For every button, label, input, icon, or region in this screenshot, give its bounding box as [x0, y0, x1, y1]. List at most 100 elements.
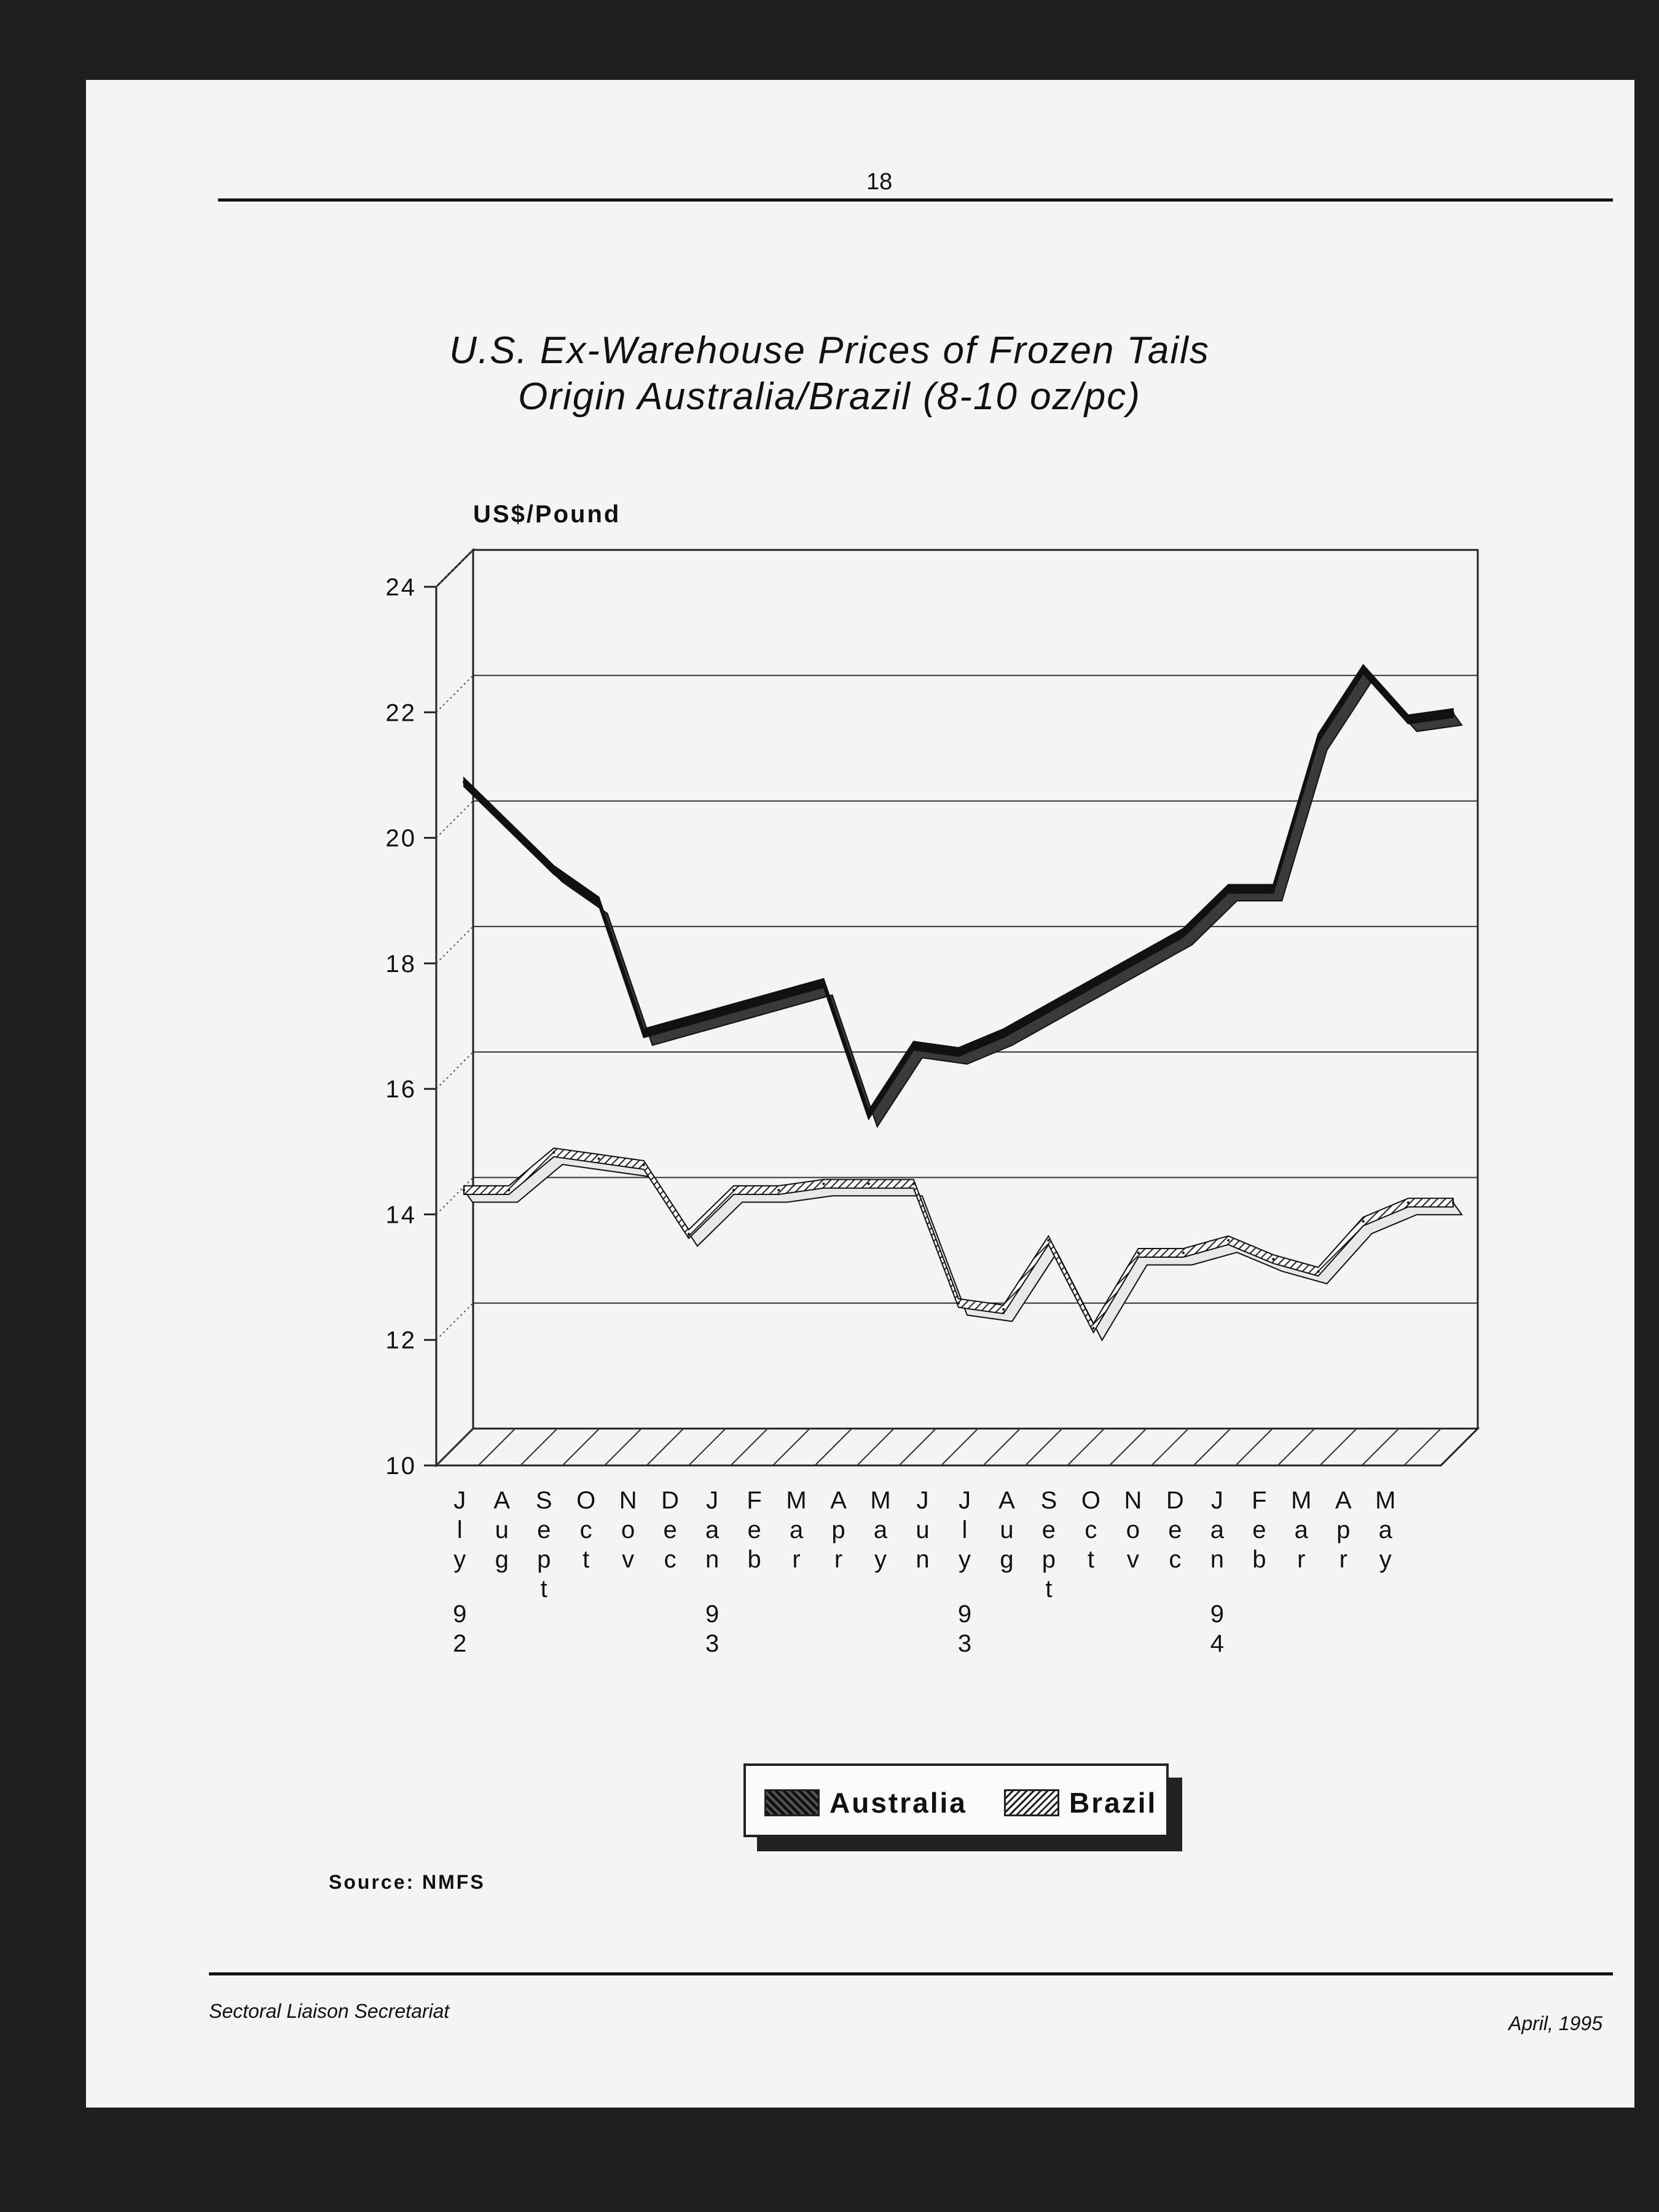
- y-axis-label: US$/Pound: [473, 501, 621, 528]
- x-tick-label-13: Aug: [998, 1487, 1015, 1573]
- floor-hatch: [604, 1428, 642, 1466]
- brazil-point: [1227, 1239, 1230, 1242]
- x-tick-letter: e: [1168, 1516, 1182, 1543]
- floor-hatch: [772, 1428, 810, 1466]
- x-tick-label-7: Feb: [747, 1487, 761, 1573]
- brazil-point: [463, 1188, 465, 1191]
- x-tick-letter: F: [747, 1487, 761, 1514]
- wall-gridline: [436, 1177, 474, 1215]
- y-tick-label: 24: [386, 574, 417, 601]
- x-tick-letter: e: [747, 1516, 761, 1543]
- australia-point: [687, 1019, 690, 1022]
- x-tick-letter: t: [1045, 1575, 1052, 1602]
- x-tick-letter: n: [705, 1546, 719, 1573]
- floor-hatch: [520, 1428, 558, 1466]
- x-tick-letter: p: [1042, 1546, 1056, 1573]
- australia-point: [1406, 718, 1410, 721]
- floor-hatch: [982, 1428, 1021, 1466]
- brazil-point: [777, 1188, 780, 1191]
- y-tick-label: 18: [386, 951, 417, 978]
- x-tick-letter: J: [1211, 1487, 1223, 1514]
- x-tick-letter: b: [1252, 1546, 1266, 1573]
- y-tick-label: 20: [386, 825, 417, 852]
- x-tick-letter: u: [1000, 1516, 1013, 1543]
- brazil-point: [508, 1188, 511, 1191]
- x-tick-letter: l: [457, 1516, 463, 1543]
- australia-point: [597, 900, 600, 903]
- brazil-swatch: [1004, 1789, 1059, 1816]
- x-tick-letter: n: [1210, 1546, 1224, 1573]
- x-tick-letter: v: [622, 1546, 634, 1573]
- brazil-point: [1317, 1270, 1320, 1273]
- x-tick-letter: v: [1127, 1546, 1139, 1573]
- x-tick-letter: y: [1379, 1546, 1392, 1573]
- wall-gridline: [436, 1303, 474, 1341]
- australia-point: [1047, 1006, 1050, 1010]
- x-tick-year-digit: 4: [1210, 1630, 1224, 1657]
- brazil-ribbon-side: [463, 1151, 1463, 1342]
- chart-back-wall: [472, 549, 1479, 1430]
- australia-ribbon-side: [463, 668, 1463, 1129]
- legend-label-australia: Australia: [830, 1787, 967, 1819]
- source-note: Source: NMFS: [329, 1871, 485, 1893]
- x-tick-letter: N: [1124, 1487, 1142, 1514]
- floor-hatch: [1067, 1428, 1105, 1466]
- footer-organization: Sectoral Liaison Secretariat: [209, 2000, 450, 2022]
- x-tick-letter: e: [537, 1516, 551, 1543]
- australia-point: [1182, 931, 1185, 935]
- australia-point: [1452, 712, 1454, 715]
- floor-hatch: [1403, 1428, 1441, 1466]
- x-tick-letter: J: [706, 1487, 718, 1514]
- x-tick-letter: S: [536, 1487, 552, 1514]
- x-tick-label-1: Aug: [493, 1487, 510, 1573]
- x-tick-letter: g: [495, 1546, 509, 1573]
- x-tick-letter: A: [493, 1487, 510, 1514]
- y-tick-label: 12: [386, 1327, 417, 1354]
- chart-series: [463, 664, 1463, 1342]
- australia-point: [1092, 981, 1095, 984]
- x-tick-letter: A: [998, 1487, 1015, 1514]
- x-tick-letter: r: [1297, 1546, 1305, 1573]
- x-tick-letter: p: [1336, 1516, 1350, 1543]
- floor-hatch: [898, 1428, 936, 1466]
- x-tick-letter: p: [831, 1516, 845, 1543]
- legend: Australia Brazil: [743, 1763, 1169, 1837]
- floor-hatch: [1319, 1428, 1357, 1466]
- x-tick-letter: y: [959, 1546, 971, 1573]
- x-tick-letter: y: [453, 1546, 466, 1573]
- floor-hatch: [1108, 1428, 1147, 1466]
- x-tick-letter: t: [541, 1575, 547, 1602]
- australia-point: [552, 868, 555, 871]
- australia-point: [1002, 1032, 1005, 1035]
- brazil-point: [597, 1157, 600, 1160]
- x-tick-letter: M: [1375, 1487, 1395, 1514]
- x-tick-letter: F: [1252, 1487, 1266, 1514]
- x-tick-year-digit: 3: [958, 1630, 971, 1657]
- x-tick-label-17: Dec: [1166, 1487, 1184, 1573]
- x-tick-letter: t: [582, 1546, 589, 1573]
- australia-point: [642, 1032, 645, 1035]
- x-tick-letter: c: [1084, 1516, 1097, 1543]
- australia-point: [777, 994, 780, 997]
- australia-point: [463, 780, 465, 783]
- brazil-point: [1092, 1327, 1095, 1330]
- x-tick-letter: c: [580, 1516, 592, 1543]
- x-tick-letter: e: [1252, 1516, 1266, 1543]
- floor-hatch: [857, 1428, 895, 1466]
- brazil-point: [1406, 1201, 1410, 1204]
- x-tick-letter: y: [874, 1546, 887, 1573]
- x-tick-year-digit: 3: [705, 1630, 719, 1657]
- australia-point: [957, 1051, 960, 1054]
- brazil-point: [912, 1182, 915, 1185]
- x-tick-label-16: Nov: [1124, 1487, 1142, 1573]
- header-rule: [218, 198, 1613, 202]
- x-tick-label-18: Jan 94: [1210, 1487, 1225, 1657]
- x-tick-letter: N: [619, 1487, 637, 1514]
- x-tick-label-4: Nov: [619, 1487, 637, 1573]
- x-tick-letter: p: [537, 1546, 551, 1573]
- x-tick-label-19: Feb: [1252, 1487, 1266, 1573]
- floor-hatch: [1361, 1428, 1400, 1466]
- australia-point: [1227, 887, 1230, 890]
